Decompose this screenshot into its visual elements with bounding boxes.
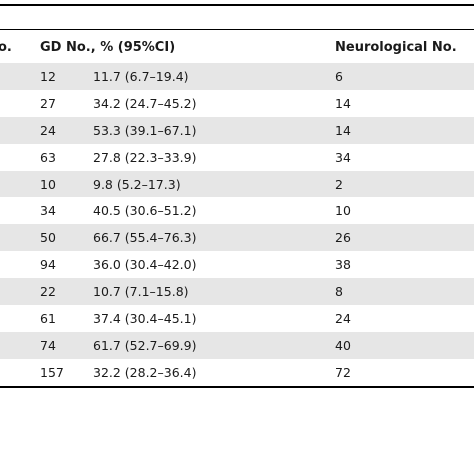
table-row: 27 34.2 (24.7–45.2) 14 [0, 90, 474, 117]
table-bottom-rule [0, 386, 474, 388]
neurological-count-cell: 6 [335, 69, 343, 84]
table-row: 74 61.7 (52.7–69.9) 40 [0, 331, 474, 359]
gd-count-cell: 34 [40, 203, 56, 219]
gd-percent-cell: 66.7 (55.4–76.3) [93, 230, 197, 246]
neurological-count-cell: 14 [335, 122, 351, 138]
gd-percent-cell: 61.7 (52.7–69.9) [93, 337, 197, 353]
table-row: 12 11.7 (6.7–19.4) 6 [0, 63, 474, 90]
gd-percent-cell: 10.7 (7.1–15.8) [93, 284, 189, 300]
gd-percent-cell: 40.5 (30.6–51.2) [93, 203, 197, 219]
gd-percent-cell: 27.8 (22.3–33.9) [93, 149, 197, 165]
table-row: 34 40.5 (30.6–51.2) 10 [0, 197, 474, 224]
gd-percent-cell: 32.2 (28.2–36.4) [93, 364, 197, 380]
gd-count-cell: 94 [40, 257, 56, 273]
table-row: 24 53.3 (39.1–67.1) 14 [0, 116, 474, 144]
table-header: o. GD No., % (95%CI) Neurological No. [0, 30, 474, 63]
gd-count-cell: 50 [40, 230, 56, 246]
neurological-count-cell: 2 [335, 176, 343, 192]
neurological-count-cell: 34 [335, 149, 351, 165]
neurological-count-cell: 14 [335, 95, 351, 111]
neurological-count-cell: 10 [335, 203, 351, 219]
neurological-count-cell: 24 [335, 311, 351, 327]
neurological-count-cell: 26 [335, 230, 351, 246]
gd-percent-cell: 37.4 (30.4–45.1) [93, 311, 197, 327]
gd-count-cell: 63 [40, 149, 56, 165]
table-row: 10 9.8 (5.2–17.3) 2 [0, 170, 474, 198]
table-row: 50 66.7 (55.4–76.3) 26 [0, 224, 474, 252]
table-header-rule [0, 29, 474, 30]
header-neurological: Neurological No. [335, 40, 457, 55]
table-row: 22 10.7 (7.1–15.8) 8 [0, 278, 474, 306]
header-gd: GD No., % (95%CI) [40, 40, 176, 55]
neurological-count-cell: 40 [335, 337, 351, 353]
table-row: 63 27.8 (22.3–33.9) 34 [0, 144, 474, 171]
gd-percent-cell: 53.3 (39.1–67.1) [93, 122, 197, 138]
gd-count-cell: 27 [40, 95, 56, 111]
header-truncated-column: o. [0, 40, 12, 55]
table-row: 61 37.4 (30.4–45.1) 24 [0, 305, 474, 332]
gd-percent-cell: 34.2 (24.7–45.2) [93, 95, 197, 111]
table-row: 157 32.2 (28.2–36.4) 72 [0, 359, 474, 386]
table-row: 94 36.0 (30.4–42.0) 38 [0, 251, 474, 278]
gd-count-cell: 22 [40, 284, 56, 300]
gd-count-cell: 74 [40, 337, 56, 353]
table-body: 12 11.7 (6.7–19.4) 6 27 34.2 (24.7–45.2) 14 24… [0, 63, 474, 386]
gd-count-cell: 24 [40, 122, 56, 138]
gd-count-cell: 12 [40, 69, 56, 84]
neurological-count-cell: 8 [335, 284, 343, 300]
gd-count-cell: 61 [40, 311, 56, 327]
neurological-count-cell: 38 [335, 257, 351, 273]
gd-percent-cell: 9.8 (5.2–17.3) [93, 176, 181, 192]
neurological-count-cell: 72 [335, 364, 351, 380]
table-top-rule [0, 4, 474, 6]
gd-count-cell: 157 [40, 364, 64, 380]
gd-count-cell: 10 [40, 176, 56, 192]
gd-percent-cell: 36.0 (30.4–42.0) [93, 257, 197, 273]
gd-percent-cell: 11.7 (6.7–19.4) [93, 69, 189, 84]
